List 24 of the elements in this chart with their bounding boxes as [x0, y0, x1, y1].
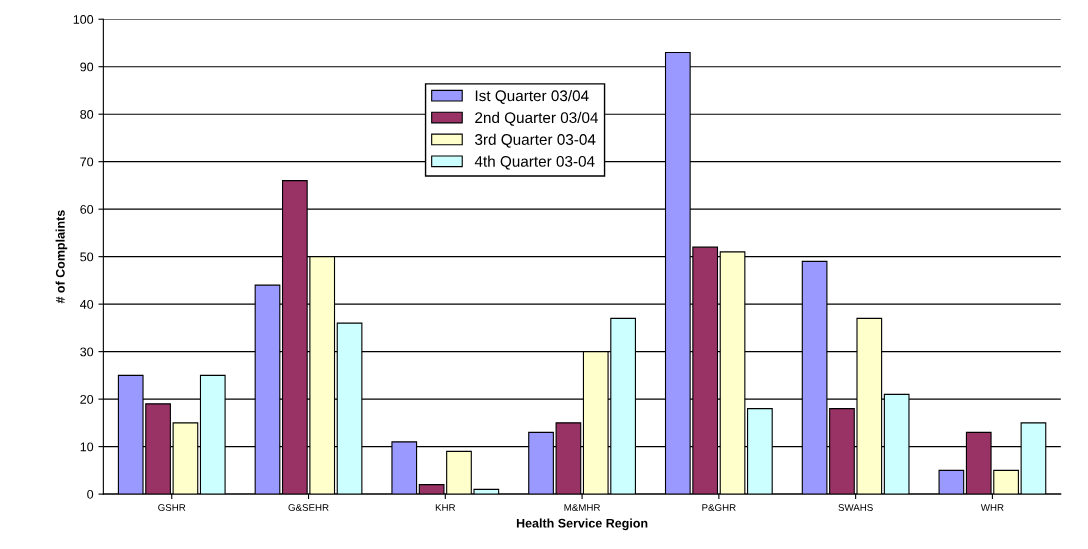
y-tick-label: 100 — [73, 15, 94, 24]
legend-label: 2nd Quarter 03/04 — [475, 111, 599, 126]
legend-label: 4th Quarter 03-04 — [474, 155, 595, 170]
y-tick-label: 40 — [80, 299, 94, 309]
x-tick-label: KHR — [435, 504, 456, 511]
y-tick-label: 80 — [80, 109, 94, 119]
y-tick-label: 0 — [87, 489, 94, 499]
y-tick-label: 60 — [80, 204, 94, 214]
x-tick-label: G&SEHR — [288, 504, 329, 511]
y-tick-label: 50 — [80, 252, 94, 262]
y-tick-label: 20 — [80, 394, 94, 404]
x-axis-title: Health Service Region — [516, 518, 648, 531]
y-axis-title: # of Complaints — [55, 210, 68, 304]
x-tick-label: M&MHR — [564, 504, 600, 511]
legend-label: Ist Quarter 03/04 — [475, 89, 589, 104]
x-tick-label: WHR — [980, 504, 1004, 511]
y-tick-label: 90 — [80, 62, 94, 72]
y-tick-label: 30 — [80, 347, 94, 357]
x-tick-label: GSHR — [158, 504, 186, 511]
y-tick-label: 70 — [80, 157, 94, 167]
y-tick-label: 10 — [80, 442, 94, 452]
legend-label: 3rd Quarter 03-04 — [475, 133, 596, 148]
x-tick-label: P&GHR — [702, 504, 736, 511]
x-tick-label: SWAHS — [838, 504, 873, 511]
